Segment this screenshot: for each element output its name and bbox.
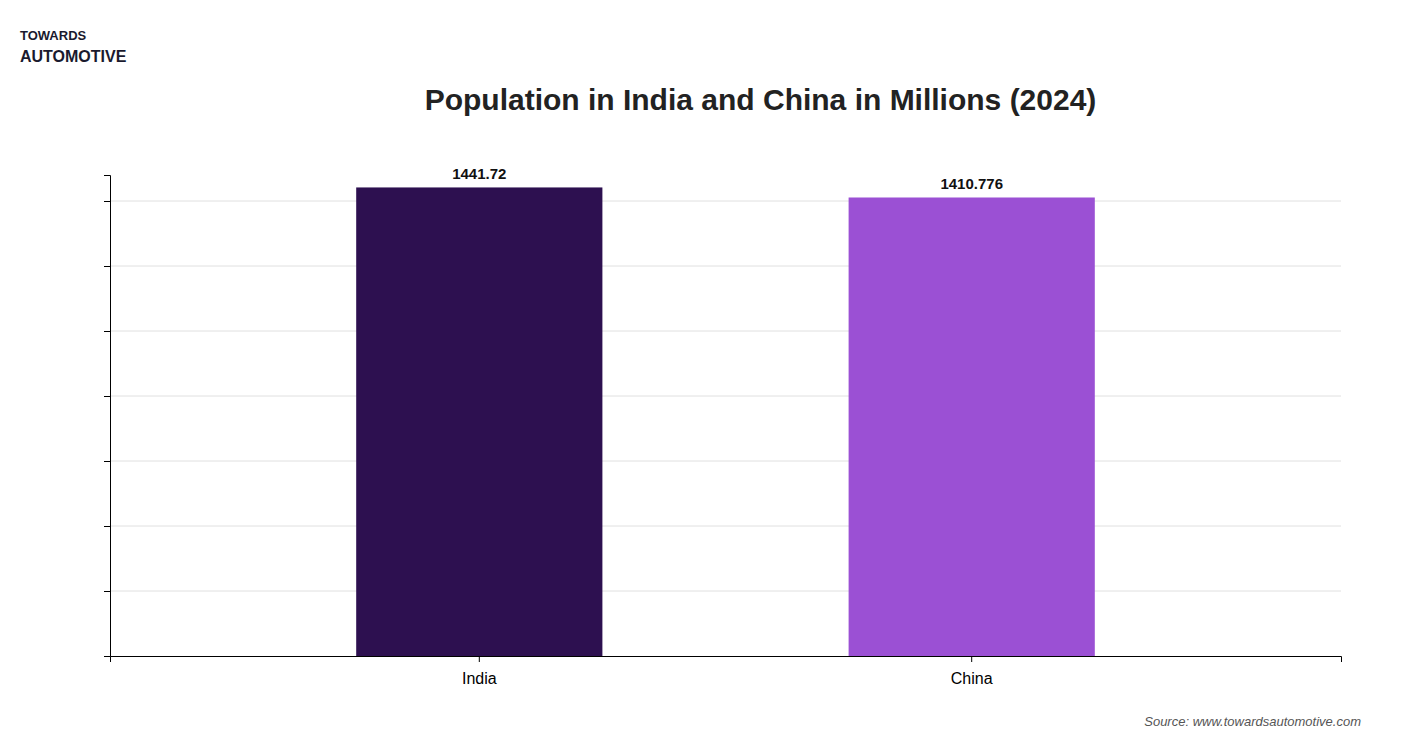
tick: China [951,656,993,687]
grid-line [110,396,1341,397]
tick-mark [104,201,110,202]
grid-line [110,591,1341,592]
source-text: Source: www.towardsautomotive.com [1144,714,1361,729]
data-labels: 1441.72 1410.776 [452,165,1003,192]
bar [849,197,1095,656]
data-label: 1441.72 [452,165,506,182]
chart-title: Population in India and China in Million… [425,83,1097,116]
tick-label: India [462,670,497,687]
tick [104,591,110,592]
grid-line [110,266,1341,267]
grid-line [110,526,1341,527]
tick-mark [479,656,480,662]
grid [110,201,1341,591]
tick-mark [104,396,110,397]
chart-svg: TOWARDS AUTOMOTIVE Source: www.towardsauto… [0,0,1401,751]
data-label: 1410.776 [940,175,1003,192]
x-axis: India China [111,656,1342,687]
tick [104,201,110,202]
tick-mark [104,331,110,332]
axis-line [104,176,111,657]
tick [104,396,110,397]
logo-text: TOWARDS [20,28,87,43]
tick: India [462,656,497,687]
logo-text: AUTOMOTIVE [20,48,127,65]
tick-mark [971,656,972,662]
tick-mark [104,266,110,267]
y-axis [104,176,111,657]
tick-mark [104,461,110,462]
tick [104,266,110,267]
grid-line [110,461,1341,462]
tick [104,331,110,332]
axis-line [111,657,1342,663]
tick-label: China [951,670,993,687]
tick [104,526,110,527]
grid-line [110,201,1341,202]
tick-mark [104,526,110,527]
tick [104,461,110,462]
bar [356,187,602,656]
plot-area: India China 1441.72 1410.776 [104,165,1342,687]
grid-line [110,331,1341,332]
bars [356,187,1095,656]
tick-mark [104,591,110,592]
